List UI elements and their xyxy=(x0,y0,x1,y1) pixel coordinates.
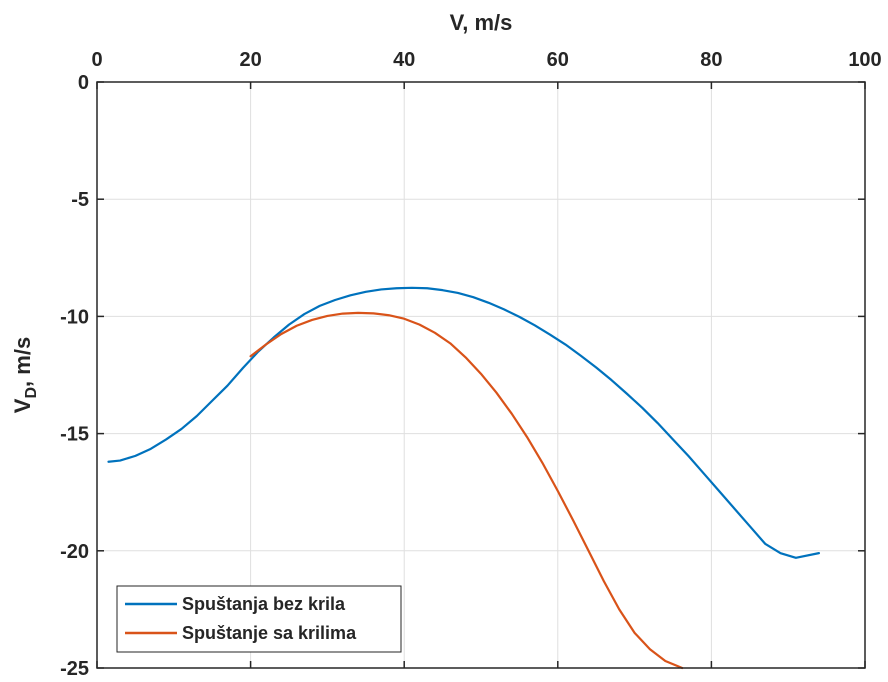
series-line-1 xyxy=(107,286,821,559)
plot-frame xyxy=(96,81,866,669)
y-tick-label: -15 xyxy=(60,424,89,446)
y-tick-label: -20 xyxy=(60,541,89,563)
x-tick-label: 100 xyxy=(848,49,881,71)
legend-label-series-1: Spuštanja bez krila xyxy=(182,594,346,614)
x-tick-label: 60 xyxy=(547,49,569,71)
series-lines xyxy=(107,286,821,670)
y-tick-label: -10 xyxy=(60,306,89,328)
y-axis-label-rest: , m/s xyxy=(10,337,35,387)
x-tick-label: 20 xyxy=(239,49,261,71)
legend-box xyxy=(116,585,402,653)
y-axis-label-subscript: D xyxy=(23,387,40,399)
x-tick-label: 80 xyxy=(700,49,722,71)
y-tick-labels: 0 -5 -10 -15 -20 -25 xyxy=(60,72,89,680)
tick-marks xyxy=(96,81,866,669)
y-tick-label: 0 xyxy=(78,72,89,94)
series-line-2 xyxy=(249,311,684,670)
y-axis-label-main: V xyxy=(10,398,35,413)
y-axis-label: VD, m/s xyxy=(10,337,40,413)
legend-label-series-2: Spuštanje sa krilima xyxy=(182,623,357,643)
legend: Spuštanja bez krila Spuštanje sa krilima xyxy=(116,585,402,653)
x-tick-label: 0 xyxy=(91,49,102,71)
grid-lines xyxy=(97,82,865,668)
x-tick-labels: 0 20 40 60 80 100 xyxy=(91,49,881,71)
x-axis-label: V, m/s xyxy=(450,10,513,35)
y-tick-label: -5 xyxy=(71,189,89,211)
x-tick-label: 40 xyxy=(393,49,415,71)
y-tick-label: -25 xyxy=(60,658,89,677)
